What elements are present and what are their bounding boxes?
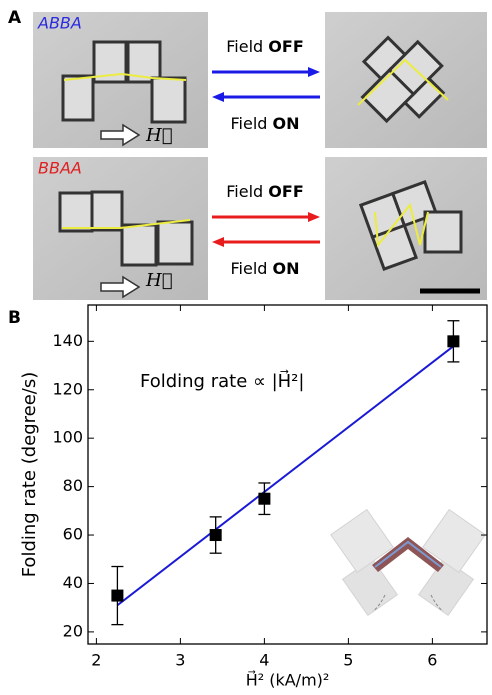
annotation: Folding rate ∝ |H⃗²| xyxy=(140,370,304,392)
arrow-label-state: ON xyxy=(273,259,300,278)
arrow-label: Field ON xyxy=(230,114,299,133)
panel-label: A xyxy=(8,8,22,28)
field-symbol: H⃗ xyxy=(145,270,173,291)
sample-label: BBAA xyxy=(38,159,82,178)
arrow-label-state: OFF xyxy=(268,37,303,56)
arrow-head xyxy=(308,67,320,77)
figure: A ABBAH⃗Field OFFField ONBBAAH⃗Field OFF… xyxy=(0,0,492,691)
y-tick-label: 40 xyxy=(63,573,83,592)
arrow-head xyxy=(212,237,224,247)
x-tick-label: 2 xyxy=(91,651,101,670)
y-tick-label: 60 xyxy=(63,525,83,544)
data-point xyxy=(111,590,123,602)
data-point xyxy=(258,493,270,505)
plot: B 2 3 4 5 6 20 40 60 80 100 120 140 H⃗² (kA/m)² Foldin… xyxy=(8,305,487,690)
page: A ABBAH⃗Field OFFField ONBBAAH⃗Field OFF… xyxy=(0,0,492,691)
x-tick-label: 5 xyxy=(343,651,353,670)
arrow-label-state: ON xyxy=(273,114,300,133)
arrow-head xyxy=(308,212,320,222)
arrow-label-text: Field xyxy=(226,182,263,201)
arrow-label: Field ON xyxy=(230,259,299,278)
y-tick-label: 120 xyxy=(52,379,83,398)
y-tick-label: 140 xyxy=(52,331,83,350)
arrow-label-text: Field xyxy=(230,259,267,278)
x-tick-label: 6 xyxy=(427,651,437,670)
data-point xyxy=(447,335,459,347)
field-symbol: H⃗ xyxy=(145,125,173,146)
x-axis-label: H⃗² (kA/m)² xyxy=(246,670,330,690)
micrograph xyxy=(325,157,487,300)
sample-label: ABBA xyxy=(37,14,82,33)
arrow-label-state: OFF xyxy=(268,182,303,201)
y-tick-label: 100 xyxy=(52,428,83,447)
y-tick-label: 80 xyxy=(63,476,83,495)
micrograph xyxy=(325,12,487,148)
y-axis-label: Folding rate (degree/s) xyxy=(19,372,40,578)
micrograph xyxy=(33,157,208,300)
data-point xyxy=(210,529,222,541)
arrow-head xyxy=(212,92,224,102)
arrow-label: Field OFF xyxy=(226,182,304,201)
x-tick-label: 3 xyxy=(175,651,185,670)
arrow-label: Field OFF xyxy=(226,37,304,56)
inset-illustration xyxy=(331,510,485,616)
panel-label: B xyxy=(8,308,21,328)
arrow-label-text: Field xyxy=(226,37,263,56)
x-tick-label: 4 xyxy=(259,651,269,670)
arrow-label-text: Field xyxy=(230,114,267,133)
y-tick-label: 20 xyxy=(63,621,83,640)
